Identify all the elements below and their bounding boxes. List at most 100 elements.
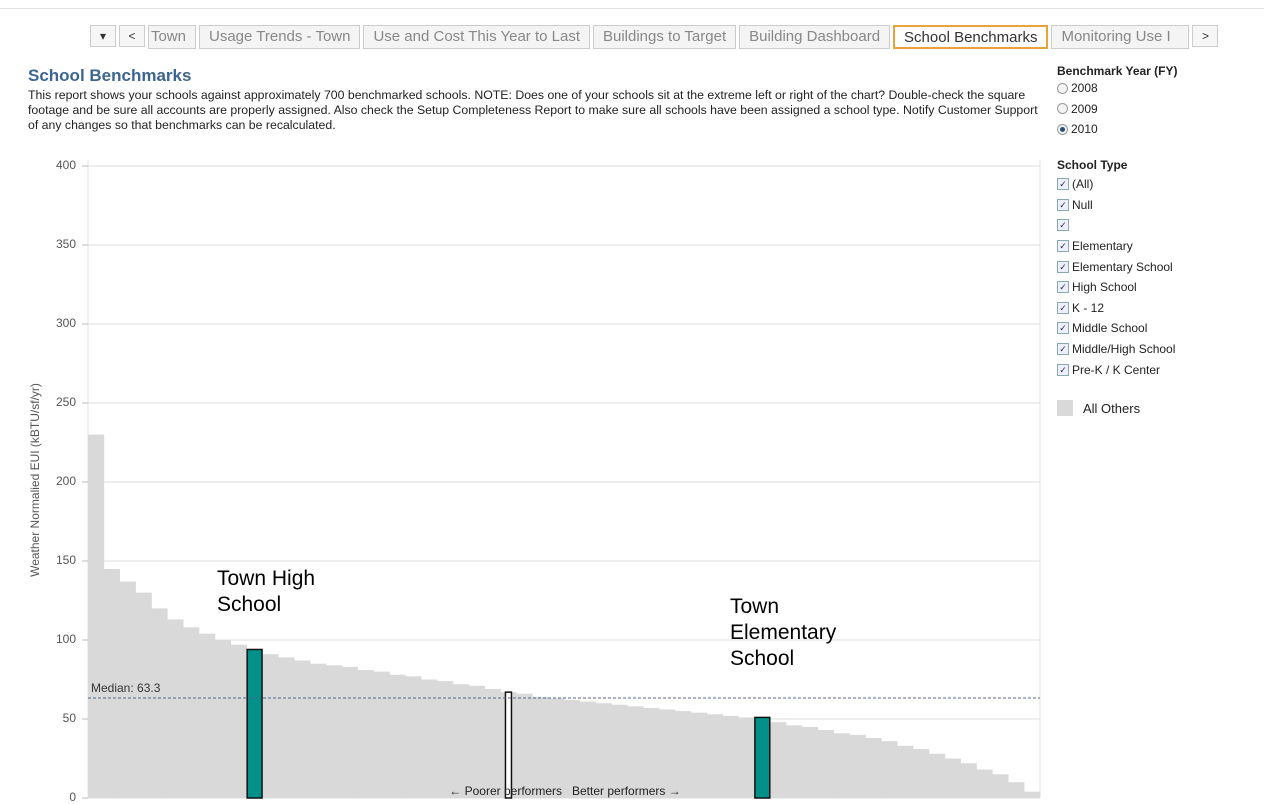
tab[interactable]: School Benchmarks xyxy=(893,25,1049,49)
filter-title: Benchmark Year (FY) xyxy=(1057,64,1178,78)
bar xyxy=(865,737,882,798)
bar xyxy=(675,711,692,798)
checkbox[interactable]: ✓ xyxy=(1057,219,1069,232)
checkbox-option[interactable]: ✓ Null xyxy=(1057,195,1175,216)
bar xyxy=(183,627,200,798)
y-tick-label: 350 xyxy=(56,237,76,251)
tab[interactable]: Monitoring Use I xyxy=(1051,25,1190,49)
radio-label: 2008 xyxy=(1071,81,1098,96)
year-filter: Benchmark Year (FY) 2008 2009 2010 xyxy=(1057,64,1178,140)
annotation: Town Elementary School xyxy=(730,595,837,670)
checkbox-label: High School xyxy=(1072,280,1137,295)
bar xyxy=(992,774,1009,798)
checkbox[interactable]: ✓ xyxy=(1057,178,1069,191)
bar xyxy=(167,619,184,798)
bar xyxy=(151,608,168,798)
tab-prev[interactable]: < xyxy=(119,25,145,47)
legend-label: All Others xyxy=(1083,400,1141,416)
bar xyxy=(405,676,422,798)
bar xyxy=(976,769,993,798)
tab-next[interactable]: > xyxy=(1192,25,1219,47)
checkbox-label: Elementary xyxy=(1072,239,1133,254)
checkbox[interactable]: ✓ xyxy=(1057,281,1069,294)
checkbox-label: (All) xyxy=(1072,177,1094,192)
bar xyxy=(294,660,311,798)
bar xyxy=(611,704,628,798)
bar xyxy=(341,666,359,798)
checkbox[interactable]: ✓ xyxy=(1057,343,1069,356)
bar xyxy=(532,696,549,798)
bar xyxy=(817,730,835,798)
tab[interactable]: Building Dashboard xyxy=(739,25,891,49)
checkbox-option[interactable]: ✓ xyxy=(1057,215,1175,236)
checkbox[interactable]: ✓ xyxy=(1057,301,1069,314)
bar xyxy=(199,633,216,798)
bar xyxy=(897,745,914,798)
checkbox-option[interactable]: ✓ (All) xyxy=(1057,174,1175,195)
checkbox-option[interactable]: ✓ Elementary School xyxy=(1057,256,1175,277)
bar xyxy=(944,758,961,798)
filter-title: School Type xyxy=(1057,158,1128,172)
bar xyxy=(595,703,612,798)
bar xyxy=(389,674,406,798)
bar xyxy=(913,749,930,798)
tab-menu[interactable]: ▾ xyxy=(90,25,116,47)
radio-option[interactable]: 2009 xyxy=(1057,99,1178,120)
bar xyxy=(326,665,343,798)
checkbox[interactable]: ✓ xyxy=(1057,260,1069,273)
y-tick-label: 0 xyxy=(69,790,76,804)
y-tick-label: 250 xyxy=(56,395,76,409)
bar xyxy=(421,679,438,798)
checkbox-label: K - 12 xyxy=(1072,300,1105,315)
y-tick-label: 50 xyxy=(63,711,77,725)
checkbox[interactable]: ✓ xyxy=(1057,363,1069,376)
median-label: Median: 63.3 xyxy=(91,681,161,695)
checkbox-option[interactable]: ✓ Middle/High School xyxy=(1057,339,1175,360)
bar xyxy=(770,722,787,798)
y-tick-label: 100 xyxy=(56,632,76,646)
legend-swatch xyxy=(1057,400,1073,416)
highlight-bar xyxy=(246,648,263,799)
y-tick-label: 200 xyxy=(56,474,76,488)
bar xyxy=(564,700,581,798)
bar xyxy=(722,715,739,798)
bar xyxy=(262,654,279,798)
bar xyxy=(928,753,946,798)
checkbox-option[interactable]: ✓ Elementary xyxy=(1057,236,1175,257)
checkbox-option[interactable]: ✓ Pre-K / K Center xyxy=(1057,359,1175,380)
checkbox[interactable]: ✓ xyxy=(1057,322,1069,335)
radio-label: 2009 xyxy=(1071,101,1098,116)
bar xyxy=(214,640,232,798)
tab[interactable]: Town xyxy=(148,25,196,49)
tab[interactable]: Buildings to Target xyxy=(592,25,737,49)
bar xyxy=(690,712,708,798)
radio-label: 2010 xyxy=(1071,122,1098,137)
radio-option[interactable]: 2008 xyxy=(1057,78,1178,99)
bar xyxy=(516,693,533,798)
radio[interactable] xyxy=(1057,103,1068,115)
checkbox[interactable]: ✓ xyxy=(1057,240,1069,253)
radio[interactable] xyxy=(1057,123,1068,135)
legend: All Others xyxy=(1057,400,1140,416)
checkbox-option[interactable]: ✓ High School xyxy=(1057,277,1175,298)
highlight-bar xyxy=(754,716,771,799)
bar xyxy=(881,741,898,798)
bar xyxy=(643,707,660,798)
bar xyxy=(310,663,327,798)
radio[interactable] xyxy=(1057,82,1068,94)
bar xyxy=(103,568,121,798)
checkbox-option[interactable]: ✓ Middle School xyxy=(1057,318,1175,339)
highlight-bar xyxy=(504,691,513,799)
checkbox[interactable]: ✓ xyxy=(1057,198,1069,211)
type-filter: School Type ✓ (All) ✓ Null ✓ ✓ Elementary ✓ Elem… xyxy=(1057,158,1175,380)
bar xyxy=(278,657,295,798)
bar xyxy=(452,684,470,798)
checkbox-option[interactable]: ✓ K - 12 xyxy=(1057,298,1175,319)
tab[interactable]: Use and Cost This Year to Last xyxy=(363,25,590,49)
tab-bar: ▾ < Town Usage Trends - Town Use and Cost … xyxy=(90,25,1219,49)
bar xyxy=(1024,791,1041,798)
radio-option[interactable]: 2010 xyxy=(1057,119,1178,140)
bar xyxy=(849,734,866,798)
tab[interactable]: Usage Trends - Town xyxy=(199,25,361,49)
